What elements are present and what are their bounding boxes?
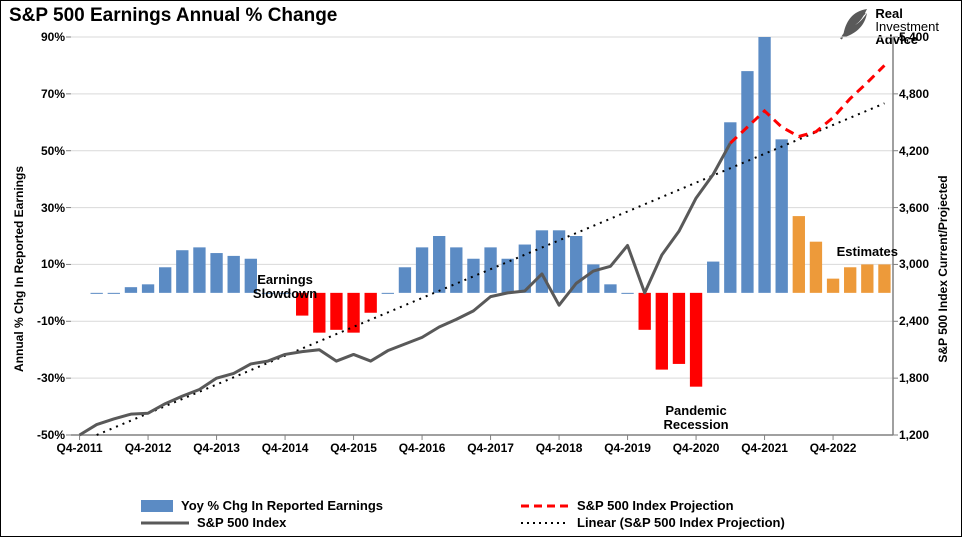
annotation-pandemic_recession: PandemicRecession [664, 404, 729, 433]
x-tick: Q4-2022 [810, 441, 857, 455]
legend-item-linear: Linear (S&P 500 Index Projection) [521, 515, 861, 530]
x-tick: Q4-2020 [673, 441, 720, 455]
y-left-tick: -50% [37, 428, 65, 442]
x-tick: Q4-2016 [399, 441, 446, 455]
chart-frame: S&P 500 Earnings Annual % Change Real In… [0, 0, 962, 537]
annotation-earnings_slowdown: EarningsSlowdown [253, 273, 317, 302]
y-right-tick: 1,200 [899, 428, 929, 442]
legend-swatch-bar [141, 500, 173, 512]
legend-label-projection: S&P 500 Index Projection [577, 498, 734, 513]
y-right-tick: 1,800 [899, 371, 929, 385]
y-axis-left-label: Annual % Chg In Reported Earnings [12, 165, 26, 371]
y-right-tick: 4,200 [899, 144, 929, 158]
legend-item-projection: S&P 500 Index Projection [521, 498, 861, 513]
legend-swatch-index [141, 516, 189, 530]
y-left-tick: 70% [41, 87, 65, 101]
y-right-tick: 3,000 [899, 257, 929, 271]
y-right-tick: 5,400 [899, 30, 929, 44]
x-tick: Q4-2012 [125, 441, 172, 455]
y-right-tick: 3,600 [899, 201, 929, 215]
legend-item-index: S&P 500 Index [141, 515, 481, 530]
plot-area: -50%-30%-10%10%30%50%70%90%1,2001,8002,4… [71, 37, 893, 435]
legend-label-index: S&P 500 Index [197, 515, 286, 530]
y-right-tick: 2,400 [899, 314, 929, 328]
x-tick: Q4-2014 [262, 441, 309, 455]
y-right-tick: 4,800 [899, 87, 929, 101]
feather-icon [839, 7, 869, 41]
plot-svg [71, 37, 893, 435]
legend-item-bars: Yoy % Chg In Reported Earnings [141, 498, 481, 513]
chart-title: S&P 500 Earnings Annual % Change [9, 5, 337, 27]
y-left-tick: -30% [37, 371, 65, 385]
annotation-estimates: Estimates [837, 245, 898, 259]
y-axis-right-label: S&P 500 Index Current/Projected [936, 175, 950, 362]
x-tick: Q4-2019 [604, 441, 651, 455]
x-tick: Q4-2011 [57, 441, 103, 455]
legend-label-linear: Linear (S&P 500 Index Projection) [577, 515, 785, 530]
x-tick: Q4-2018 [536, 441, 583, 455]
legend-swatch-linear [521, 516, 569, 530]
legend-label-bars: Yoy % Chg In Reported Earnings [181, 498, 383, 513]
y-left-tick: -10% [37, 314, 65, 328]
x-tick: Q4-2017 [467, 441, 514, 455]
y-left-tick: 90% [41, 30, 65, 44]
y-left-tick: 30% [41, 201, 65, 215]
legend: Yoy % Chg In Reported Earnings S&P 500 I… [141, 498, 861, 530]
x-tick: Q4-2015 [330, 441, 377, 455]
y-left-tick: 10% [41, 257, 65, 271]
x-tick: Q4-2021 [741, 441, 788, 455]
x-tick: Q4-2013 [193, 441, 240, 455]
legend-swatch-projection [521, 499, 569, 513]
y-left-tick: 50% [41, 144, 65, 158]
